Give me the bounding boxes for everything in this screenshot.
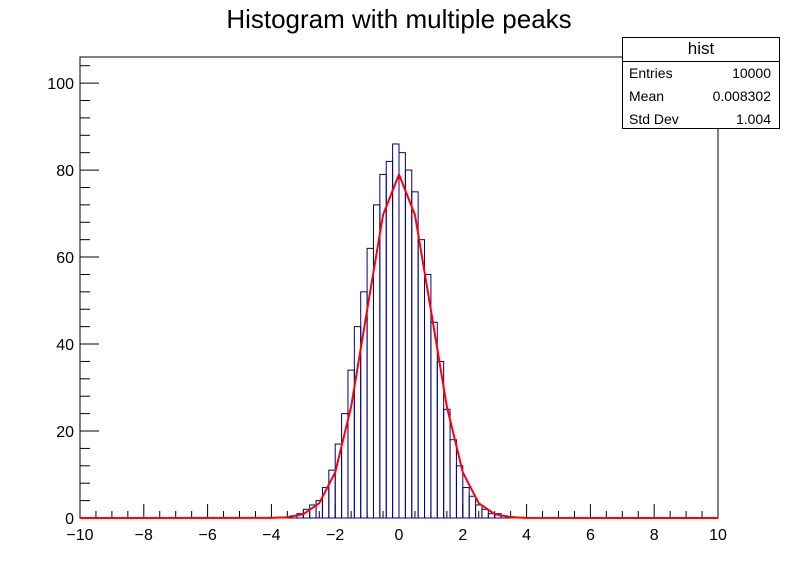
stats-box: hist Entries 10000 Mean 0.008302 Std Dev… [622, 37, 780, 129]
stats-row-stddev: Std Dev 1.004 [623, 108, 779, 131]
y-tick-label: 80 [56, 163, 74, 180]
stats-label: Std Dev [629, 111, 679, 127]
x-tick-label: −10 [66, 527, 93, 544]
y-tick-label: 60 [56, 250, 74, 267]
x-tick-label: −8 [135, 527, 153, 544]
x-tick-label: 10 [709, 527, 727, 544]
axis-ticks [79, 65, 719, 519]
x-tick-label: 6 [586, 527, 595, 544]
stats-value: 0.008302 [712, 88, 771, 104]
x-tick-label: 0 [395, 527, 404, 544]
y-tick-label: 40 [56, 337, 74, 354]
fit-curve-group [79, 173, 719, 519]
stats-label: Mean [629, 88, 665, 104]
stats-value: 10000 [732, 65, 771, 81]
y-tick-label: 100 [47, 76, 74, 93]
x-tick-label: 2 [458, 527, 467, 544]
stats-title: hist [623, 38, 779, 62]
y-tick-label: 20 [56, 424, 74, 441]
stats-label: Entries [629, 65, 673, 81]
stats-value: 1.004 [735, 111, 771, 127]
x-tick-label: −6 [198, 527, 216, 544]
x-tick-label: 4 [522, 527, 531, 544]
stats-row-mean: Mean 0.008302 [623, 85, 779, 108]
chart-title: Histogram with multiple peaks [226, 4, 572, 34]
histogram-series [290, 143, 515, 519]
y-axis-tick-labels: 0 20 40 60 80 100 [47, 76, 74, 528]
stats-row-entries: Entries 10000 [623, 62, 779, 85]
x-tick-label: 8 [650, 527, 659, 544]
x-tick-label: −2 [326, 527, 344, 544]
x-axis-tick-labels: −10 −8 −6 −4 −2 0 2 4 6 8 10 [66, 527, 727, 544]
y-tick-label: 0 [65, 511, 74, 528]
fit-curve [79, 173, 719, 519]
x-tick-label: −4 [262, 527, 280, 544]
